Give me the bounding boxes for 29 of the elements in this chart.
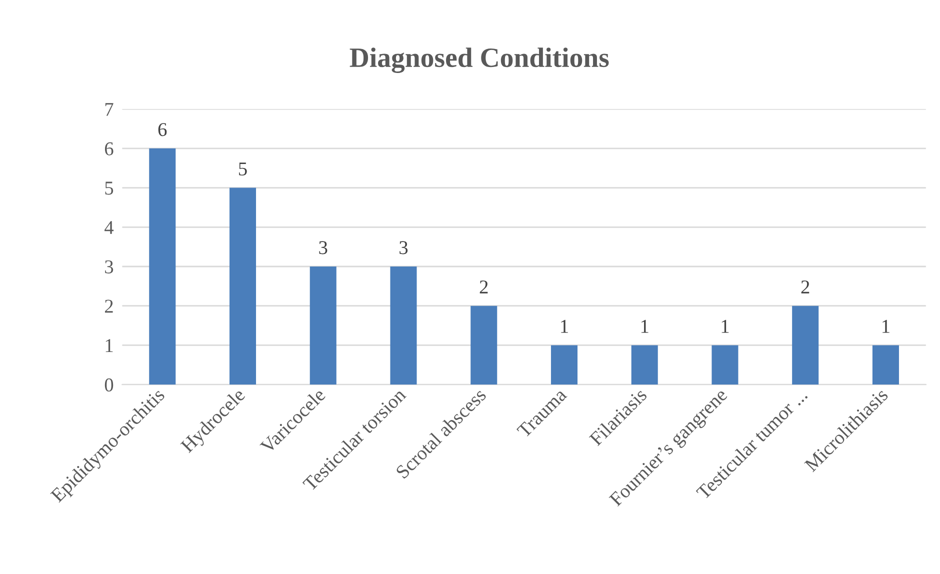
bar — [310, 266, 336, 385]
y-tick-label: 5 — [105, 182, 114, 195]
bar — [390, 266, 417, 385]
data-label: 1 — [722, 320, 729, 333]
data-label: 1 — [882, 320, 890, 333]
y-tick-label: 2 — [105, 300, 113, 313]
chart-title: Diagnosed Conditions — [350, 48, 609, 73]
bar — [631, 345, 658, 385]
data-label: 2 — [480, 280, 488, 294]
data-label: 6 — [158, 123, 167, 136]
y-tick-label: 0 — [104, 378, 114, 392]
y-tick-label: 3 — [105, 260, 114, 274]
y-tick-label: 6 — [104, 142, 114, 156]
data-label: 1 — [561, 320, 568, 333]
bar — [229, 188, 256, 385]
bar — [470, 306, 498, 385]
data-label: 3 — [319, 241, 328, 254]
y-tick-label: 4 — [104, 221, 114, 234]
bar — [872, 345, 899, 385]
data-label: 1 — [641, 320, 648, 333]
bar — [149, 148, 176, 385]
data-label: 3 — [400, 241, 408, 254]
data-label: 2 — [801, 280, 810, 294]
bar — [792, 306, 819, 385]
data-label: 5 — [239, 162, 247, 176]
y-tick-label: 1 — [106, 339, 113, 352]
bar — [550, 345, 578, 385]
bar — [712, 345, 738, 385]
y-tick-label: 7 — [105, 103, 114, 116]
